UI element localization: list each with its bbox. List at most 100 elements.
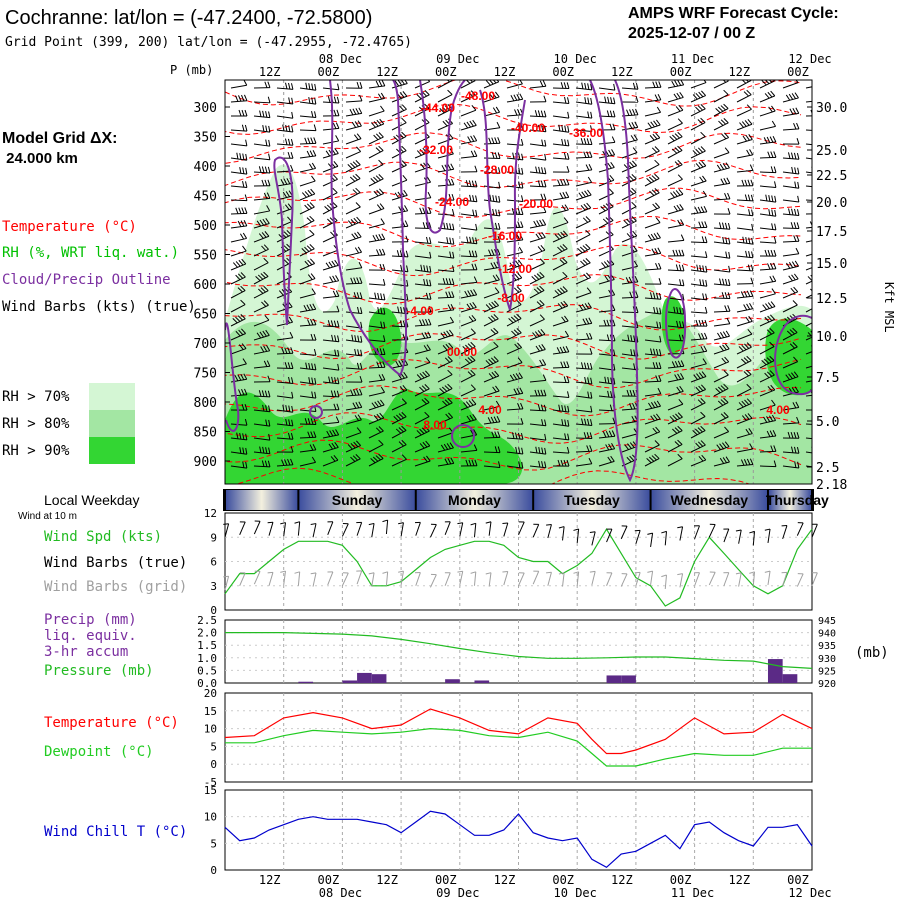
wind-barb xyxy=(736,149,754,159)
wind-barb xyxy=(529,389,547,397)
wind-barbs-true-label: Wind Barbs (true) xyxy=(44,555,187,571)
wind-barb xyxy=(253,257,269,271)
wind-barb xyxy=(759,384,776,397)
wind-barb xyxy=(690,205,708,215)
wind-barb xyxy=(460,180,478,188)
temperature-contour xyxy=(225,159,802,188)
wind-barb xyxy=(529,404,547,412)
wind-barb xyxy=(230,80,248,89)
wind-barb xyxy=(529,110,547,118)
wind-barb-true xyxy=(470,522,477,538)
wind-barb xyxy=(644,146,660,159)
height-tick-label: 10.0 xyxy=(816,330,847,345)
wind-barb xyxy=(644,173,660,187)
temperature-contour-label: -12.00 xyxy=(498,262,532,276)
wind-barb xyxy=(552,138,570,147)
wind-barb xyxy=(299,188,316,201)
wind-barb xyxy=(690,293,708,301)
y-tick-label: 0 xyxy=(210,604,217,617)
wind-barb-grid xyxy=(796,573,804,587)
wind-barb-grid xyxy=(310,572,317,587)
wind-barb xyxy=(575,362,593,370)
wind-barb xyxy=(644,292,662,300)
wind-barb xyxy=(460,223,478,231)
wind-barb xyxy=(552,257,568,271)
wind-barb xyxy=(552,204,569,215)
temperature-panel: 20 15 10 5 0 -5 xyxy=(204,687,813,789)
wind-speed-line xyxy=(224,528,813,607)
wind-barb xyxy=(575,243,591,257)
wind-barb xyxy=(345,173,361,187)
wind-barb xyxy=(506,80,523,89)
wind-barb xyxy=(299,244,315,257)
wind-barb-true xyxy=(327,521,334,536)
wind-barb xyxy=(552,286,568,299)
wind-barb xyxy=(667,293,685,301)
wind-barb xyxy=(759,90,776,103)
wind-barb xyxy=(391,385,408,397)
wind-barb xyxy=(782,300,798,313)
wind-barb xyxy=(437,278,455,286)
wind-barb xyxy=(736,264,754,272)
wind-barb xyxy=(621,147,638,159)
wind-barb xyxy=(575,332,593,341)
top-date-labels: 08 Dec 09 Dec 10 Dec 11 Dec 12 Dec xyxy=(319,52,832,66)
wind-barb xyxy=(621,95,639,103)
wind-barb xyxy=(391,454,407,467)
wind-barb xyxy=(782,208,800,216)
wind-barb xyxy=(667,306,685,315)
wind-barb xyxy=(759,194,777,203)
wind-barb-grid xyxy=(620,573,628,587)
wind-barb xyxy=(644,81,662,89)
wind-barb-true xyxy=(223,523,230,538)
wind-barb xyxy=(713,265,731,273)
rh80-label: RH > 80% xyxy=(2,416,70,432)
wind-barb xyxy=(230,167,248,175)
wind-barb xyxy=(782,247,800,257)
wind-barb xyxy=(322,275,340,285)
bottom-hour-label: 12Z xyxy=(376,873,398,887)
top-date-label: 10 Dec xyxy=(554,52,597,66)
wind-barb xyxy=(805,143,812,147)
wind-barb xyxy=(299,82,317,91)
wind-barb xyxy=(644,132,661,145)
wind-barb xyxy=(759,236,777,244)
pressure-tick-label: 550 xyxy=(194,249,217,264)
wind-barb-true xyxy=(694,525,700,540)
profile-rh-fill xyxy=(225,164,812,484)
y-tick-label: 10 xyxy=(204,723,217,736)
wind-barb xyxy=(736,369,752,383)
wind-barb xyxy=(299,215,315,229)
wind-barb xyxy=(552,178,570,187)
wind-barb xyxy=(782,446,800,454)
wind-barb xyxy=(529,124,547,133)
wind-barb xyxy=(253,446,271,455)
wind-barb xyxy=(276,376,294,384)
wind-barb xyxy=(575,176,593,187)
wind-barb xyxy=(276,391,294,399)
wind-barb xyxy=(299,303,317,313)
wind-barb xyxy=(690,175,707,187)
wind-barb xyxy=(529,153,547,161)
wind-barb xyxy=(299,273,316,285)
wind-barb-true xyxy=(341,522,349,537)
wind-barb xyxy=(782,356,799,369)
wind-barb xyxy=(414,384,430,397)
wind-barb-grid xyxy=(294,571,301,586)
wind-barb xyxy=(483,356,499,369)
wind-barb xyxy=(460,289,478,299)
pressure-line xyxy=(225,632,813,669)
bottom-hour-label: 00Z xyxy=(787,873,809,887)
wind-barbs-grid-label: Wind Barbs (grid) xyxy=(44,579,187,595)
wind-barb xyxy=(253,460,271,468)
rh90-region xyxy=(225,388,523,484)
wind-barb-grid xyxy=(647,570,654,586)
wind-barb xyxy=(345,414,362,425)
wind-barb xyxy=(575,125,593,132)
wind-barb xyxy=(230,461,248,469)
wind-barb xyxy=(368,412,385,425)
wind-barb xyxy=(322,376,340,385)
pressure-tick-label: 350 xyxy=(194,131,217,146)
wind-barb xyxy=(621,82,639,90)
wind-barb xyxy=(552,404,570,413)
